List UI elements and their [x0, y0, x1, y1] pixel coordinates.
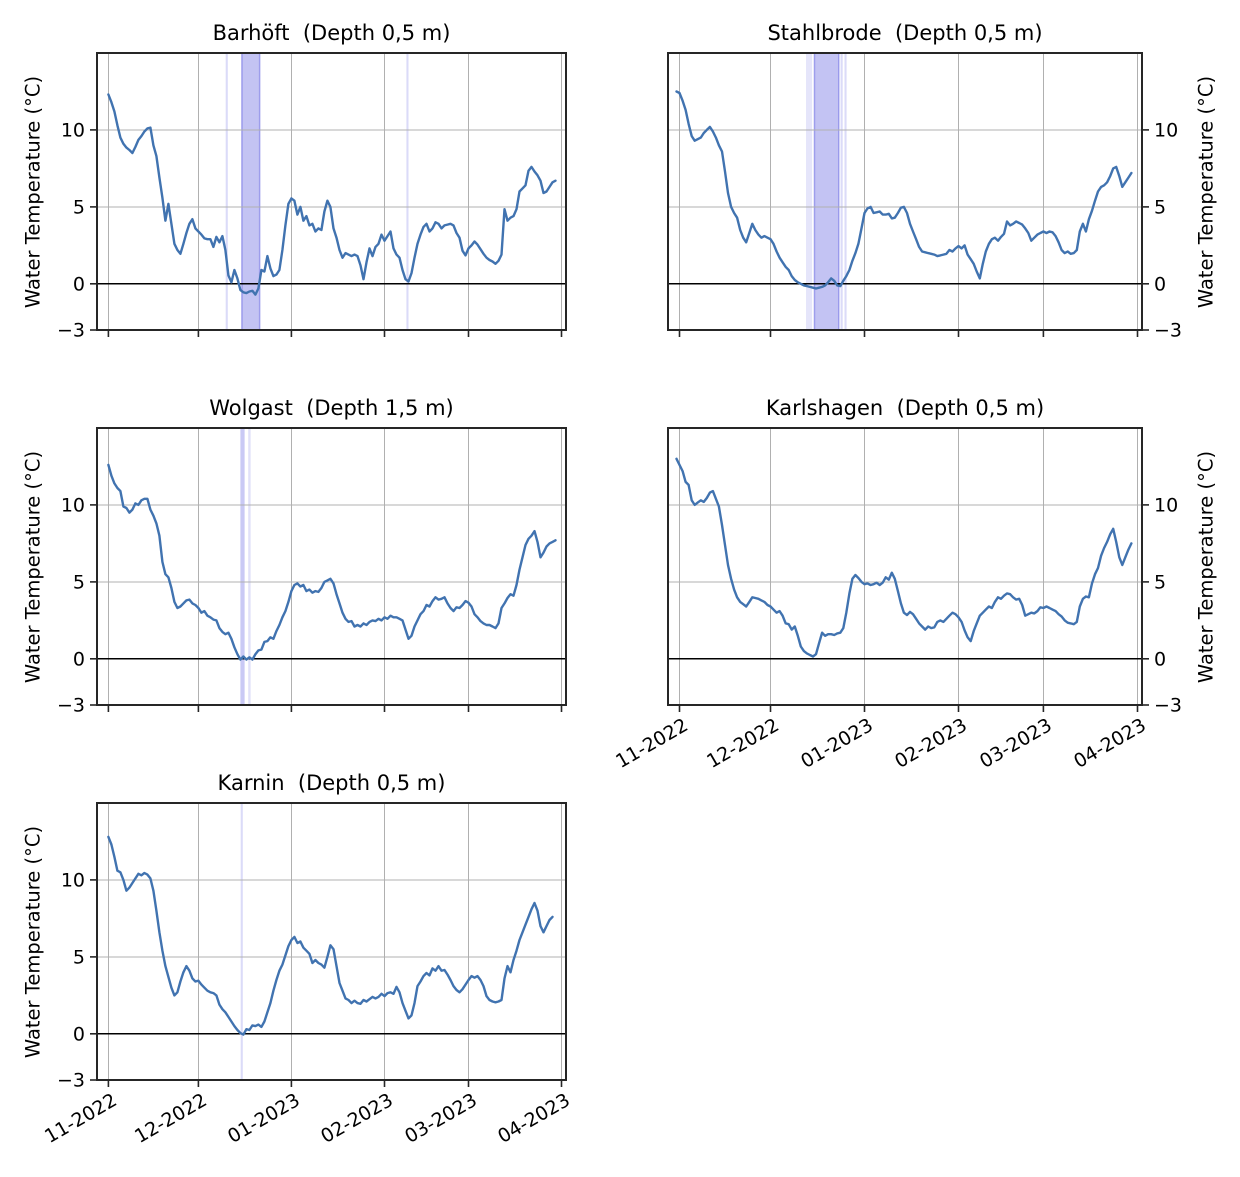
y-axis-label: Water Temperature (°C): [1194, 75, 1218, 308]
y-tick-label: −3: [1154, 695, 1182, 717]
subplot-stahlbrode: Stahlbrode (Depth 0,5 m) Water Temperatu…: [667, 21, 1218, 342]
series-Karlshagen: [675, 457, 1133, 658]
y-tick-label: 0: [1154, 273, 1166, 295]
ice-band: [241, 53, 260, 330]
x-tick-label: 02-2023: [891, 714, 971, 773]
x-tick-label: 12-2022: [703, 714, 783, 773]
y-tick-label: 10: [61, 870, 85, 892]
y-tick-label: 0: [73, 648, 85, 670]
chart-title-barhoeft: Barhöft (Depth 0,5 m): [212, 20, 451, 45]
ice-band: [225, 53, 228, 330]
y-tick-label: −3: [57, 320, 85, 342]
chart-title-wolgast: Wolgast (Depth 1,5 m): [209, 395, 454, 420]
y-axis-label: Water Temperature (°C): [21, 450, 45, 683]
y-tick-label: 10: [1154, 120, 1178, 142]
x-tick-label: 01-2023: [797, 714, 877, 773]
ice-band: [806, 53, 813, 330]
ice-band: [844, 53, 847, 330]
y-tick-label: 0: [1154, 648, 1166, 670]
series-Barhöft: [107, 93, 557, 296]
axes-spines: [96, 802, 567, 1081]
x-tick-label: 04-2023: [1070, 714, 1150, 773]
y-tick-label: 10: [61, 120, 85, 142]
x-tick-label: 11-2022: [41, 1089, 121, 1148]
subplot-barhoeft: Barhöft (Depth 0,5 m) Water Temperature …: [22, 21, 567, 342]
y-tick-label: 5: [73, 947, 85, 969]
subplot-karnin: Karnin (Depth 0,5 m) Water Temperature (…: [22, 771, 574, 1148]
series-Stahlbrode: [675, 90, 1133, 290]
x-tick-label: 01-2023: [224, 1089, 304, 1148]
y-tick-label: 10: [61, 495, 85, 517]
plot-area-stahlbrode: 10 5 0 −3: [667, 52, 1182, 342]
ice-band: [248, 428, 251, 705]
y-axis-label: Water Temperature (°C): [21, 75, 45, 308]
y-tick-label: −3: [1154, 320, 1182, 342]
plot-area-karnin: 11-2022 12-2022 01-2023 02-2023 03-2023 04-20…: [41, 802, 574, 1148]
y-axis-label: Water Temperature (°C): [21, 825, 45, 1058]
y-tick-label: 0: [73, 273, 85, 295]
subplot-karlshagen: Karlshagen (Depth 0,5 m) Water Temperatu…: [612, 396, 1217, 773]
axes-spines: [667, 52, 1143, 331]
axes-spines: [667, 427, 1143, 706]
x-tick-label: 03-2023: [976, 714, 1056, 773]
chart-title-karnin: Karnin (Depth 0,5 m): [217, 770, 446, 795]
x-tick-label: 11-2022: [612, 714, 692, 773]
y-tick-label: 5: [1154, 197, 1166, 219]
ice-band: [406, 53, 409, 330]
x-tick-label: 03-2023: [401, 1089, 481, 1148]
x-tick-label: 02-2023: [317, 1089, 397, 1148]
chart-title-karlshagen: Karlshagen (Depth 0,5 m): [765, 395, 1045, 420]
y-tick-label: −3: [57, 695, 85, 717]
x-tick-label: 04-2023: [494, 1089, 574, 1148]
plot-area-wolgast: 10 5 0 −3: [57, 427, 567, 717]
y-axis-label: Water Temperature (°C): [1194, 450, 1218, 683]
subplot-wolgast: Wolgast (Depth 1,5 m) Water Temperature …: [22, 396, 567, 717]
ice-band: [840, 53, 843, 330]
y-tick-label: −3: [57, 1070, 85, 1092]
ice-band: [240, 428, 245, 705]
plot-area-barhoeft: 10 5 0 −3: [57, 52, 567, 342]
plot-area-karlshagen: 11-2022 12-2022 01-2023 02-2023 03-2023 04-20…: [612, 427, 1182, 773]
series-Wolgast: [107, 463, 557, 661]
axes-spines: [96, 427, 567, 706]
ice-band: [240, 803, 243, 1080]
y-tick-label: 5: [73, 572, 85, 594]
y-tick-label: 5: [1154, 572, 1166, 594]
y-tick-label: 5: [73, 197, 85, 219]
series-Karnin: [107, 835, 554, 1036]
axes-spines: [96, 52, 567, 331]
x-tick-label: 12-2022: [131, 1089, 211, 1148]
y-tick-label: 10: [1154, 495, 1178, 517]
y-tick-label: 0: [73, 1023, 85, 1045]
chart-title-stahlbrode: Stahlbrode (Depth 0,5 m): [767, 20, 1043, 45]
